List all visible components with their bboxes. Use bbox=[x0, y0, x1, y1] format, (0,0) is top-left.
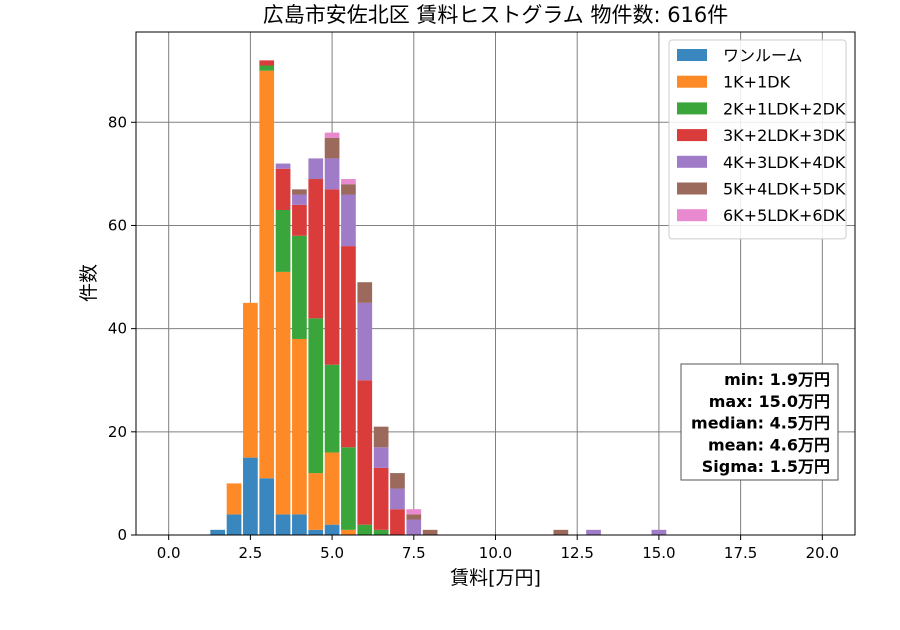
bar-3-bin-3 bbox=[259, 60, 275, 66]
stats-line-3: mean: 4.6万円 bbox=[708, 435, 830, 454]
y-tick-label-1: 20 bbox=[108, 423, 127, 441]
axis-ticks: 0.0 2.5 5.0 7.5 10.0 12.5 15.0 17.5 20.0 0 20 40 60 8… bbox=[108, 113, 839, 562]
bar-3-bin-9 bbox=[357, 380, 373, 525]
bar-3-bin-8 bbox=[341, 246, 356, 448]
legend-label-2: 2K+1LDK+2DK bbox=[723, 99, 846, 118]
bar-3-bin-11 bbox=[390, 509, 405, 535]
bar-3-bin-6 bbox=[308, 179, 324, 319]
bar-1-bin-1 bbox=[226, 483, 242, 515]
bar-0-bin-7 bbox=[324, 524, 340, 535]
bar-4-bin-5 bbox=[292, 194, 307, 205]
bar-4-bin-12 bbox=[406, 519, 422, 535]
bar-4-bin-7 bbox=[324, 158, 340, 190]
bar-1-bin-4 bbox=[275, 271, 291, 515]
x-tick-label-1: 2.5 bbox=[238, 544, 262, 562]
bar-0-bin-2 bbox=[243, 457, 258, 535]
legend-swatch-4 bbox=[677, 155, 707, 168]
bar-4-bin-6 bbox=[308, 158, 324, 180]
legend-label-0: ワンルーム bbox=[723, 46, 803, 65]
x-tick-label-5: 12.5 bbox=[561, 544, 594, 562]
bar-6-bin-8 bbox=[341, 179, 356, 185]
legend-box bbox=[668, 39, 847, 240]
bar-2-bin-5 bbox=[292, 235, 307, 339]
bar-1-bin-5 bbox=[292, 338, 307, 515]
bar-5-bin-5 bbox=[292, 189, 307, 195]
stats-line-2: median: 4.5万円 bbox=[691, 414, 830, 433]
x-tick-label-8: 20.0 bbox=[806, 544, 839, 562]
bar-0-bin-5 bbox=[292, 514, 307, 535]
bar-2-bin-8 bbox=[341, 447, 356, 530]
legend-swatch-5 bbox=[677, 182, 707, 195]
legend-swatch-2 bbox=[677, 102, 707, 115]
legend-label-5: 5K+4LDK+5DK bbox=[723, 180, 846, 199]
bar-1-bin-2 bbox=[243, 302, 258, 458]
bar-5-bin-14 bbox=[553, 529, 569, 535]
legend: ワンルーム 1K+1DK 2K+1LDK+2DK 3K+2LDK+3DK 4K+3LDK… bbox=[668, 39, 847, 240]
bar-3-bin-7 bbox=[324, 189, 340, 365]
x-tick-label-0: 0.0 bbox=[157, 544, 181, 562]
legend-swatch-0 bbox=[677, 49, 707, 61]
bar-5-bin-12 bbox=[406, 514, 422, 520]
legend-swatch-6 bbox=[677, 209, 707, 222]
bar-0-bin-6 bbox=[308, 529, 324, 535]
bar-5-bin-10 bbox=[373, 426, 389, 448]
bar-4-bin-4 bbox=[275, 163, 291, 169]
x-axis-label: 賃料[万円] bbox=[450, 567, 541, 589]
y-tick-label-0: 0 bbox=[117, 526, 127, 544]
bar-5-bin-9 bbox=[357, 282, 373, 303]
bar-0-bin-3 bbox=[259, 478, 275, 535]
bars bbox=[210, 60, 667, 535]
stats-line-0: min: 1.9万円 bbox=[724, 370, 830, 389]
stats-line-4: Sigma: 1.5万円 bbox=[702, 457, 830, 476]
stats-box-frame bbox=[680, 363, 839, 481]
bar-2-bin-3 bbox=[259, 65, 275, 71]
bar-4-bin-11 bbox=[390, 488, 405, 510]
bar-4-bin-16 bbox=[651, 529, 667, 535]
y-tick-label-4: 80 bbox=[108, 113, 127, 131]
legend-label-6: 6K+5LDK+6DK bbox=[723, 206, 846, 225]
bar-6-bin-7 bbox=[324, 132, 340, 138]
bar-4-bin-9 bbox=[357, 302, 373, 381]
y-tick-label-3: 60 bbox=[108, 216, 127, 234]
bar-2-bin-4 bbox=[275, 209, 291, 272]
stats-line-1: max: 15.0万円 bbox=[709, 392, 830, 411]
legend-swatch-3 bbox=[677, 129, 707, 142]
legend-swatch-1 bbox=[677, 75, 707, 88]
bar-6-bin-12 bbox=[406, 509, 422, 515]
bar-1-bin-3 bbox=[259, 70, 275, 479]
bar-5-bin-13 bbox=[422, 529, 438, 535]
stats-box: min: 1.9万円 max: 15.0万円 median: 4.5万円 mean: … bbox=[680, 363, 839, 481]
bar-0-bin-4 bbox=[275, 514, 291, 535]
bar-0-bin-0 bbox=[210, 529, 226, 535]
chart-title: 広島市安佐北区 賃料ヒストグラム 物件数: 616件 bbox=[263, 3, 729, 27]
bar-4-bin-10 bbox=[373, 447, 389, 468]
bar-1-bin-8 bbox=[341, 529, 356, 535]
bar-1-bin-7 bbox=[324, 452, 340, 525]
x-tick-label-7: 17.5 bbox=[724, 544, 757, 562]
bar-3-bin-5 bbox=[292, 204, 307, 236]
bar-3-bin-4 bbox=[275, 168, 291, 210]
x-tick-label-3: 7.5 bbox=[402, 544, 426, 562]
bar-2-bin-9 bbox=[357, 524, 373, 535]
x-tick-label-2: 5.0 bbox=[320, 544, 344, 562]
bar-5-bin-11 bbox=[390, 473, 405, 489]
bar-1-bin-6 bbox=[308, 473, 324, 530]
bar-2-bin-7 bbox=[324, 364, 340, 453]
y-tick-label-2: 40 bbox=[108, 320, 127, 338]
y-axis-label: 件数 bbox=[78, 264, 100, 302]
bar-0-bin-1 bbox=[226, 514, 242, 535]
bar-5-bin-8 bbox=[341, 184, 356, 195]
legend-label-3: 3K+2LDK+3DK bbox=[723, 126, 846, 145]
legend-label-4: 4K+3LDK+4DK bbox=[723, 153, 846, 172]
bar-2-bin-10 bbox=[373, 529, 389, 535]
bar-2-bin-6 bbox=[308, 318, 324, 474]
x-tick-label-6: 15.0 bbox=[642, 544, 675, 562]
bar-4-bin-15 bbox=[586, 529, 601, 535]
bar-4-bin-8 bbox=[341, 194, 356, 247]
bar-5-bin-7 bbox=[324, 137, 340, 159]
legend-label-1: 1K+1DK bbox=[723, 73, 791, 92]
x-tick-label-4: 10.0 bbox=[479, 544, 512, 562]
bar-3-bin-10 bbox=[373, 467, 389, 530]
